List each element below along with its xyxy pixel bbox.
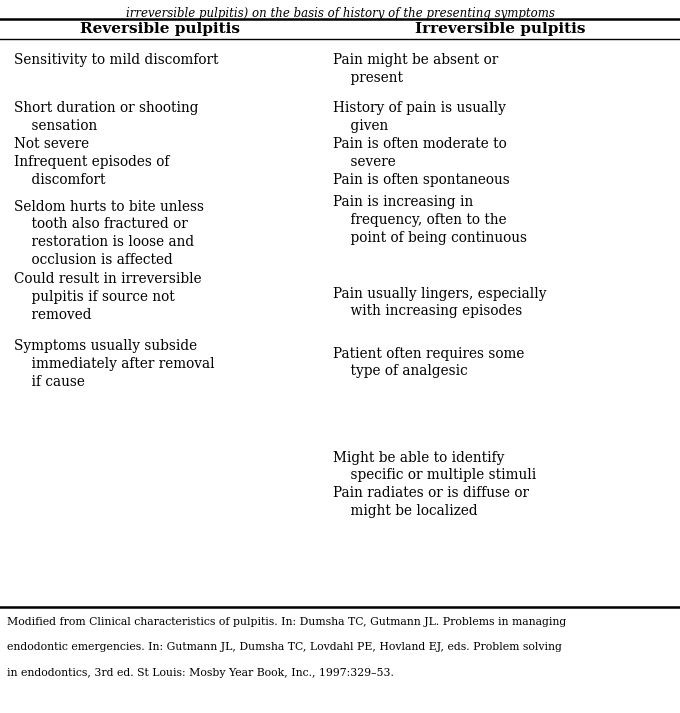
- Text: Pain usually lingers, especially
    with increasing episodes: Pain usually lingers, especially with in…: [333, 287, 547, 319]
- Text: Pain is increasing in
    frequency, often to the
    point of being continuous: Pain is increasing in frequency, often t…: [333, 195, 527, 245]
- Text: Patient often requires some
    type of analgesic: Patient often requires some type of anal…: [333, 347, 524, 379]
- Text: Modified from Clinical characteristics of pulpitis. In: Dumsha TC, Gutmann JL. P: Modified from Clinical characteristics o…: [7, 617, 566, 627]
- Text: irreversible pulpitis) on the basis of history of the presenting symptoms: irreversible pulpitis) on the basis of h…: [126, 7, 554, 20]
- Text: Short duration or shooting
    sensation
Not severe: Short duration or shooting sensation Not…: [14, 101, 198, 151]
- Text: Sensitivity to mild discomfort: Sensitivity to mild discomfort: [14, 53, 218, 67]
- Text: Pain might be absent or
    present: Pain might be absent or present: [333, 53, 498, 85]
- Text: Might be able to identify
    specific or multiple stimuli
Pain radiates or is d: Might be able to identify specific or mu…: [333, 451, 537, 518]
- Text: Irreversible pulpitis: Irreversible pulpitis: [415, 22, 585, 36]
- Text: Infrequent episodes of
    discomfort: Infrequent episodes of discomfort: [14, 155, 169, 188]
- Text: in endodontics, 3rd ed. St Louis: Mosby Year Book, Inc., 1997:329–53.: in endodontics, 3rd ed. St Louis: Mosby …: [7, 668, 394, 678]
- Text: Could result in irreversible
    pulpitis if source not
    removed: Could result in irreversible pulpitis if…: [14, 272, 201, 322]
- Text: History of pain is usually
    given
Pain is often moderate to
    severe
Pain i: History of pain is usually given Pain is…: [333, 101, 510, 187]
- Text: Seldom hurts to bite unless
    tooth also fractured or
    restoration is loose: Seldom hurts to bite unless tooth also f…: [14, 200, 203, 267]
- Text: Symptoms usually subside
    immediately after removal
    if cause: Symptoms usually subside immediately aft…: [14, 339, 214, 389]
- Text: Reversible pulpitis: Reversible pulpitis: [80, 22, 240, 36]
- Text: endodontic emergencies. In: Gutmann JL, Dumsha TC, Lovdahl PE, Hovland EJ, eds. : endodontic emergencies. In: Gutmann JL, …: [7, 642, 562, 652]
